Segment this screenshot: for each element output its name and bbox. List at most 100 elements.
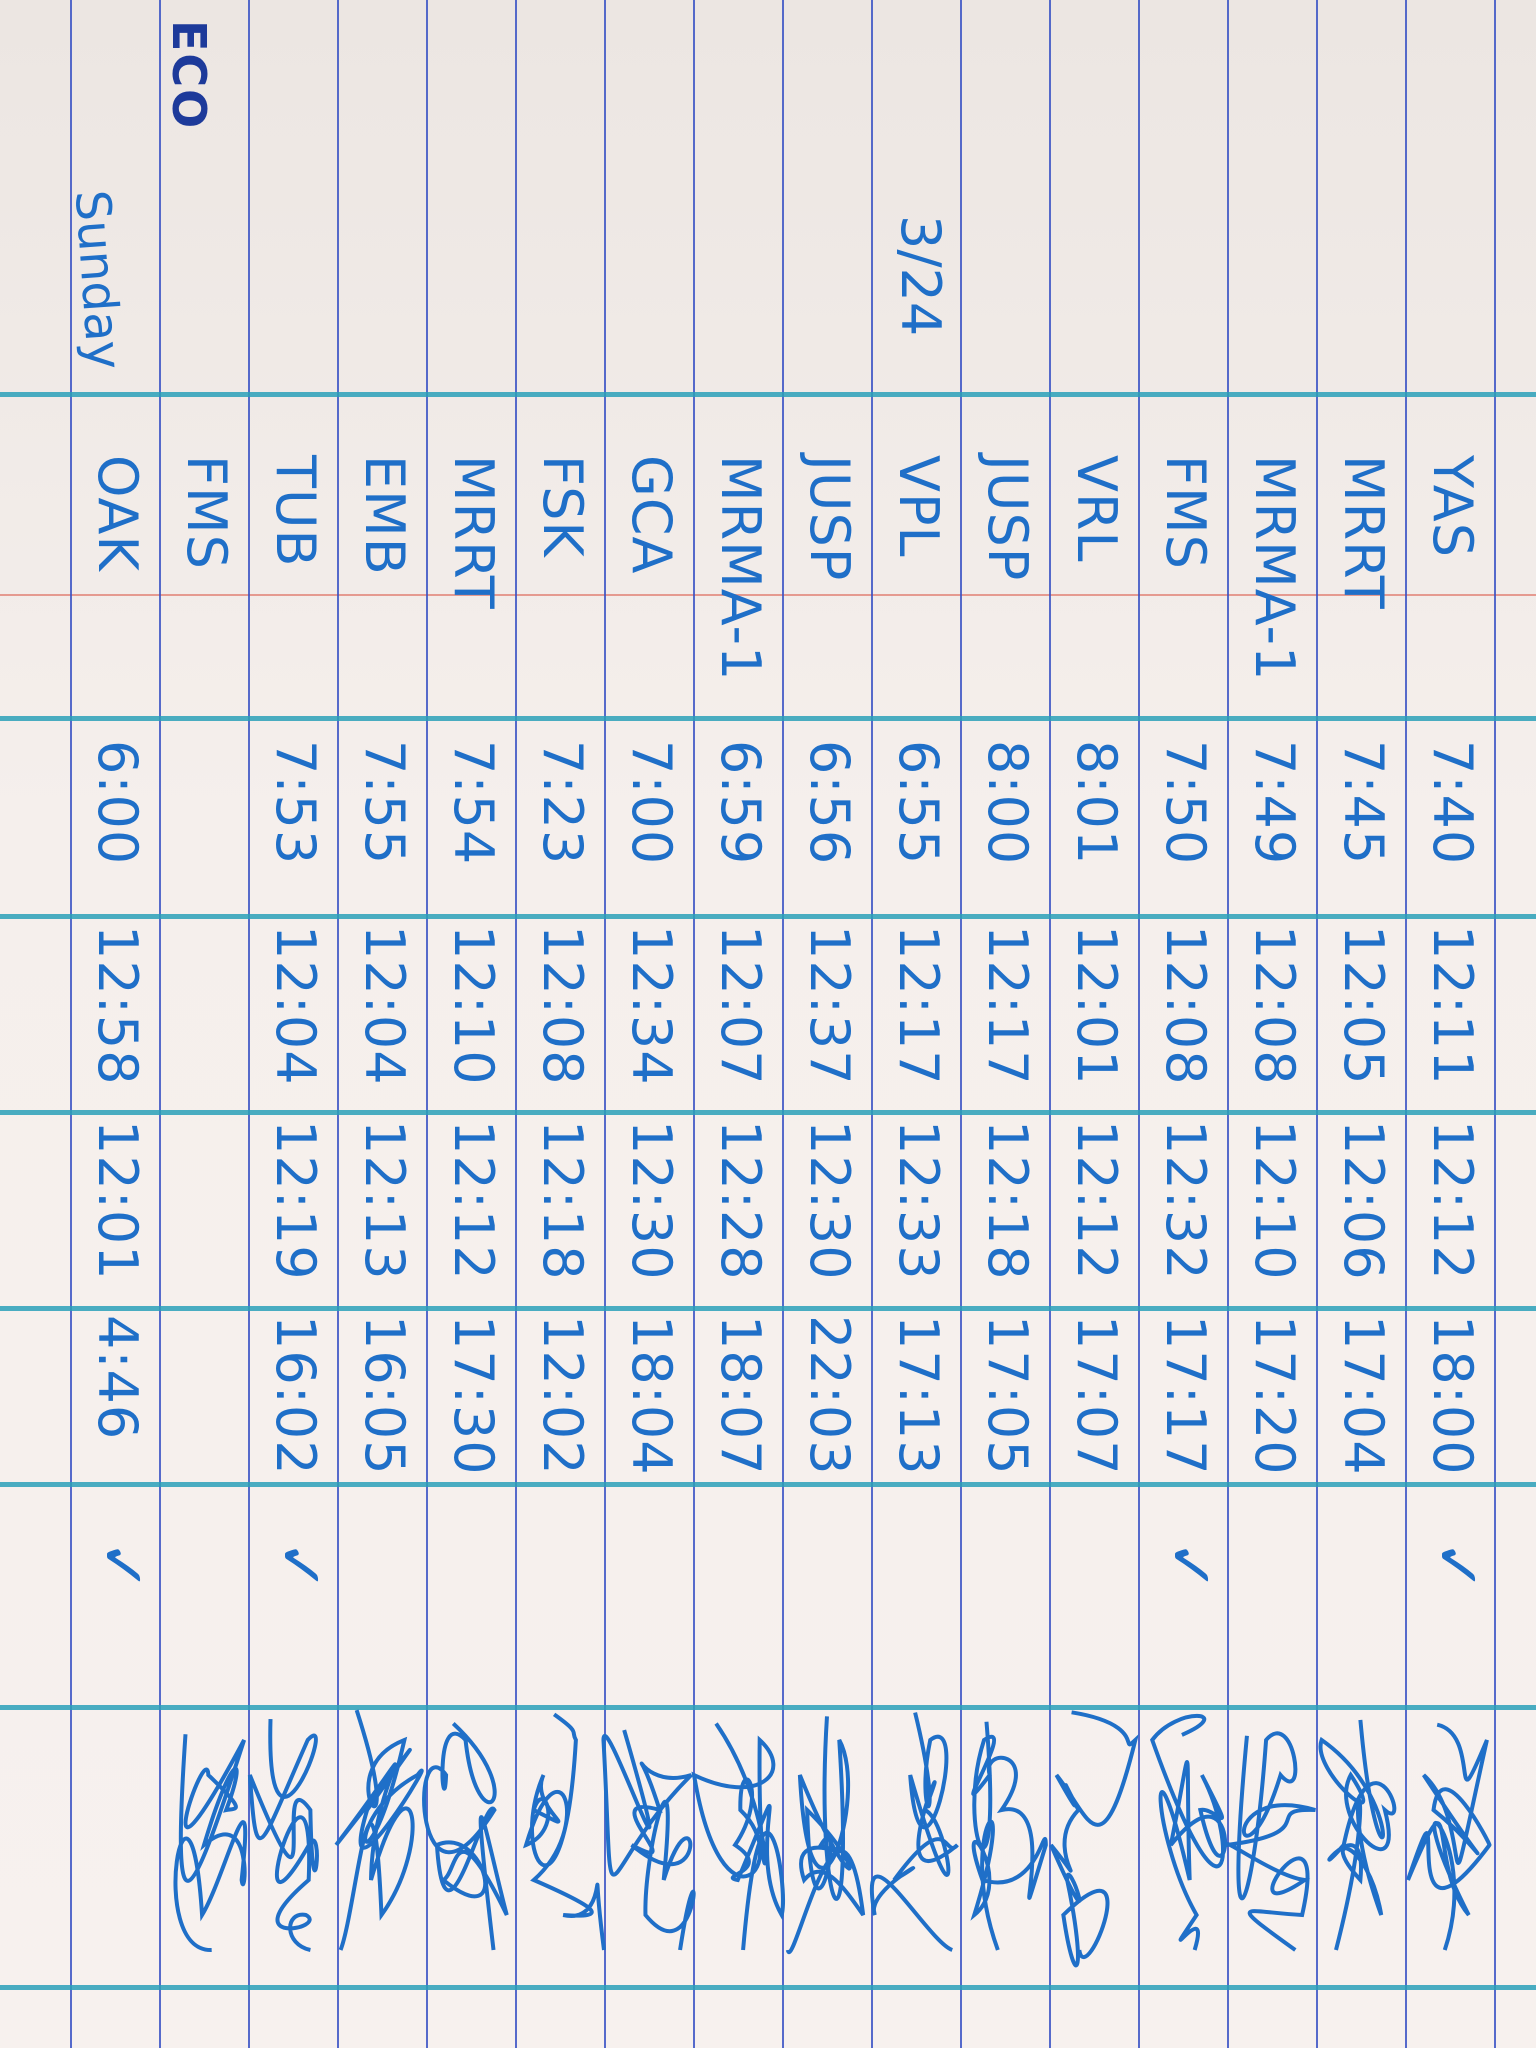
time-in: 7:40: [1421, 740, 1484, 866]
time-in: 6:56: [798, 740, 861, 866]
time-out: 4:46: [86, 1315, 149, 1441]
lunch-in: 12:33: [887, 1120, 950, 1281]
lunch-out: 12:17: [976, 925, 1039, 1086]
table-row: VRL 8:01 12:01 12:12 17:07: [1049, 0, 1139, 2048]
lunch-out: 12:04: [353, 925, 416, 1086]
signature-stroke: [173, 1734, 248, 1953]
table-row: TUB 7:53 12:04 12:19 16:02 ✓: [247, 0, 337, 2048]
time-in: 8:01: [1065, 740, 1128, 866]
signature: [1224, 1731, 1316, 1952]
employee-name: FMS: [1154, 455, 1217, 570]
signature-stroke: [869, 1712, 959, 1952]
table-row: MRMA-1 7:49 12:08 12:10 17:20: [1224, 0, 1316, 2048]
signature: [1406, 1722, 1492, 1951]
time-out: 18:07: [709, 1315, 772, 1476]
signature: [1318, 1719, 1397, 1951]
lunch-in: 12:28: [709, 1120, 772, 1281]
signature: [334, 1709, 424, 1951]
time-out: 17:05: [976, 1315, 1039, 1476]
lunch-out: 12:34: [620, 925, 683, 1086]
signature-stroke: [1049, 1710, 1139, 1968]
time-in: 8:00: [976, 740, 1039, 866]
lunch-out: 12:10: [442, 925, 505, 1086]
time-in: 7:45: [1332, 740, 1395, 866]
table-row: MRMA-1 6:59 12:07 12:28 18:07: [691, 0, 785, 2048]
signature-stroke: [785, 1716, 866, 1955]
table-row: GCA 7:00 12:34 12:30 18:04: [601, 0, 696, 2048]
signature: [422, 1722, 509, 1951]
employee-name: MRMA-1: [709, 455, 772, 682]
signature: [1149, 1714, 1228, 1951]
signature: [247, 1719, 319, 1952]
lunch-out: 12:05: [1332, 925, 1395, 1086]
signature-stroke: [1149, 1714, 1228, 1951]
lunch-out: 12:17: [887, 925, 950, 1086]
employee-name: JUSP: [798, 455, 861, 582]
time-in: 7:00: [620, 740, 683, 866]
signature-stroke: [522, 1712, 606, 1951]
time-in: 7:53: [264, 740, 327, 866]
signature: [173, 1734, 248, 1953]
time-out: 16:05: [353, 1315, 416, 1476]
signature-stroke: [422, 1722, 509, 1951]
time-in: 7:23: [531, 740, 594, 866]
signature-stroke: [601, 1729, 696, 1951]
employee-name: MRMA-1: [1243, 455, 1306, 682]
table-row: FMS: [159, 0, 248, 2048]
checkmark: ✓: [264, 1540, 337, 1593]
signature-stroke: [970, 1721, 1048, 1951]
table-row: FMS 7:50 12:08 12:32 17:17 ✓: [1138, 0, 1228, 2048]
lunch-in: 12:12: [442, 1120, 505, 1281]
time-in: 7:55: [353, 740, 416, 866]
time-in: 6:55: [887, 740, 950, 866]
time-out: 17:13: [887, 1315, 950, 1476]
employee-name: YAS: [1421, 455, 1484, 559]
checkmark: ✓: [86, 1540, 159, 1593]
signature: [785, 1716, 866, 1955]
time-in: 7:54: [442, 740, 505, 866]
table-row: YAS 7:40 12:11 12:12 18:00 ✓: [1405, 0, 1494, 2048]
time-out: 18:00: [1421, 1315, 1484, 1476]
employee-name: EMB: [353, 455, 416, 576]
lunch-in: 12:30: [620, 1120, 683, 1281]
time-out: 17:04: [1332, 1315, 1395, 1476]
signature-stroke: [1406, 1722, 1492, 1951]
employee-name: VPL: [887, 455, 950, 558]
time-out: 16:02: [264, 1315, 327, 1476]
lunch-out: 12:37: [798, 925, 861, 1086]
lunch-in: 12:12: [1065, 1120, 1128, 1281]
lunch-in: 12:30: [798, 1120, 861, 1281]
signature-stroke: [691, 1722, 785, 1951]
table-row: JUSP 6:56 12:37 12:30 22:03: [782, 0, 871, 2048]
time-out: 12:02: [531, 1315, 594, 1476]
lunch-out: 12:08: [1154, 925, 1217, 1086]
lunch-in: 12:01: [86, 1120, 149, 1281]
time-in: 6:00: [86, 740, 149, 866]
lunch-out: 12:04: [264, 925, 327, 1086]
time-out: 17:20: [1243, 1315, 1306, 1476]
time-in: 7:50: [1154, 740, 1217, 866]
lunch-out: 12:11: [1421, 925, 1484, 1086]
lunch-out: 12:07: [709, 925, 772, 1086]
lunch-in: 12:32: [1154, 1120, 1217, 1281]
lunch-in: 12:18: [531, 1120, 594, 1281]
time-in: 6:59: [709, 740, 772, 866]
lunch-in: 12:19: [264, 1120, 327, 1281]
table-row: OAK 6:00 12:58 12:01 4:46 ✓: [70, 0, 159, 2048]
signature: [1049, 1710, 1139, 1968]
signature: [869, 1712, 959, 1952]
lunch-out: 12:08: [1243, 925, 1306, 1086]
time-in: 7:49: [1243, 740, 1306, 866]
signature-stroke: [247, 1719, 319, 1952]
lunch-in: 12:18: [976, 1120, 1039, 1281]
table-row: JUSP 8:00 12:17 12:18 17:05: [960, 0, 1049, 2048]
table-row: FSK 7:23 12:08 12:18 12:02: [515, 0, 606, 2048]
signature: [970, 1721, 1048, 1951]
signature-stroke: [1224, 1731, 1316, 1952]
employee-name: MRRT: [442, 455, 505, 610]
checkmark: ✓: [1154, 1540, 1227, 1593]
employee-name: GCA: [620, 455, 683, 575]
signature-stroke: [334, 1709, 424, 1951]
checkmark: ✓: [1421, 1540, 1494, 1593]
